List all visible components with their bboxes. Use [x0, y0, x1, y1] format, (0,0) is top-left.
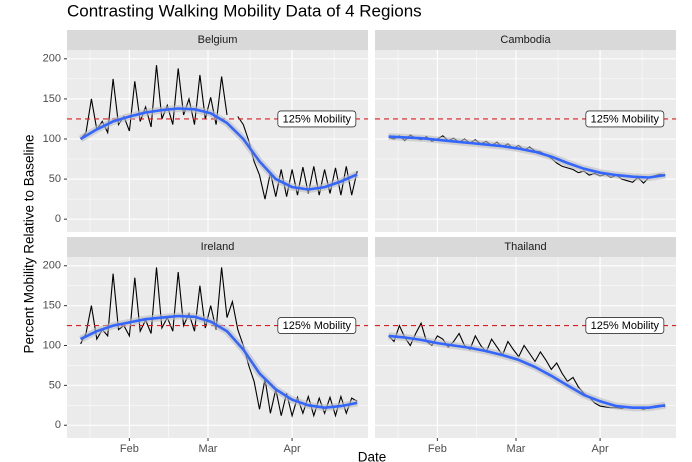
- strip: [67, 30, 368, 50]
- panel: [67, 50, 368, 232]
- chart-title: Contrasting Walking Mobility Data of 4 R…: [67, 1, 422, 20]
- annotation: 125% Mobility: [283, 113, 352, 125]
- strip-title: Ireland: [201, 241, 235, 253]
- annotation-box: [585, 110, 665, 128]
- smooth-line: [388, 135, 666, 179]
- strip-title: Thailand: [504, 241, 546, 253]
- y-tick-label: 200: [43, 260, 61, 272]
- y-tick-label: 150: [43, 93, 61, 105]
- y-tick-label: 100: [43, 339, 61, 351]
- x-tick-label: Apr: [592, 443, 609, 455]
- y-tick-label: 50: [49, 379, 61, 391]
- smooth-line: [388, 334, 666, 409]
- y-tick-label: 150: [43, 300, 61, 312]
- y-tick-label: 200: [43, 53, 61, 65]
- annotation: 125% Mobility: [591, 113, 660, 125]
- strip-title: Cambodia: [500, 34, 551, 46]
- x-tick-label: Feb: [428, 443, 447, 455]
- x-tick-label: Mar: [199, 443, 218, 455]
- strip: [375, 30, 676, 50]
- strip: [375, 237, 676, 257]
- x-axis-title: Date: [358, 450, 387, 462]
- x-tick-label: Mar: [507, 443, 526, 455]
- strip-title: Belgium: [198, 34, 238, 46]
- strip: [67, 237, 368, 257]
- annotation-box: [277, 317, 357, 334]
- annotation: 125% Mobility: [283, 320, 352, 332]
- y-axis-title: Percent Mobility Relative to Baseline: [22, 134, 37, 353]
- smooth-line: [80, 314, 358, 409]
- x-tick-label: Apr: [284, 443, 301, 455]
- y-tick-label: 50: [49, 173, 61, 185]
- annotation-box: [277, 110, 357, 128]
- y-tick-label: 0: [55, 213, 61, 225]
- y-tick-label: 0: [55, 419, 61, 431]
- annotation: 125% Mobility: [591, 320, 660, 332]
- annotation-box: [585, 317, 665, 334]
- y-tick-label: 100: [43, 133, 61, 145]
- x-tick-label: Feb: [120, 443, 139, 455]
- smooth-line: [79, 107, 358, 191]
